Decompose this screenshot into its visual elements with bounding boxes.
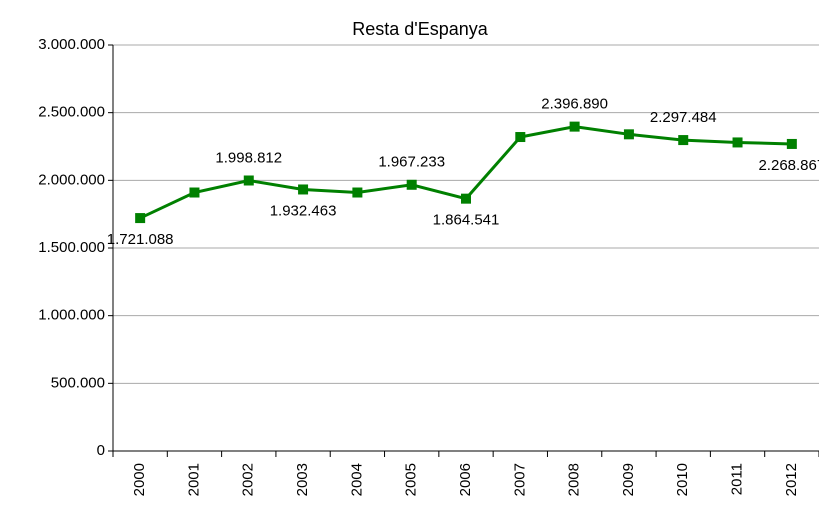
x-tick-label: 2011 (729, 463, 746, 495)
marker (352, 187, 363, 198)
y-tick-label: 1.500.000 (38, 239, 105, 256)
y-tick-label: 1.000.000 (38, 307, 105, 324)
data-label: 2.268.867 (758, 157, 819, 174)
data-label: 2.396.890 (541, 96, 608, 113)
marker (786, 138, 797, 149)
marker (678, 135, 689, 146)
x-tick-label: 2001 (185, 463, 202, 496)
y-tick-label: 500.000 (51, 374, 105, 391)
x-tick-label: 2000 (131, 463, 148, 496)
x-tick-label: 2012 (783, 463, 800, 496)
y-tick-label: 2.000.000 (38, 171, 105, 188)
data-label: 1.967.233 (378, 154, 445, 171)
data-label: 1.932.463 (270, 202, 337, 219)
x-tick-label: 2005 (403, 463, 420, 496)
marker (189, 187, 200, 198)
marker (406, 179, 417, 190)
marker (569, 121, 580, 132)
x-tick-label: 2009 (620, 463, 637, 496)
y-tick-label: 2.500.000 (38, 104, 105, 121)
x-tick-label: 2003 (294, 463, 311, 496)
chart-title: Resta d'Espanya (352, 19, 489, 39)
y-tick-label: 0 (97, 442, 105, 459)
x-tick-label: 2007 (511, 463, 528, 496)
marker (732, 137, 743, 148)
data-label: 2.297.484 (650, 109, 717, 126)
x-tick-label: 2004 (348, 463, 365, 496)
x-tick-label: 2010 (674, 463, 691, 496)
marker (515, 132, 526, 143)
marker (243, 175, 254, 186)
marker (461, 193, 471, 204)
x-tick-label: 2002 (240, 463, 257, 496)
data-label: 1.721.088 (107, 231, 174, 248)
marker (298, 184, 309, 195)
y-tick-label: 3.000.000 (38, 36, 105, 53)
data-label: 1.998.812 (215, 149, 282, 166)
marker (623, 129, 634, 140)
x-tick-label: 2008 (566, 463, 583, 496)
series-line (139, 125, 792, 220)
data-label: 1.864.541 (433, 212, 500, 229)
marker (135, 213, 146, 224)
x-tick-label: 2006 (457, 463, 474, 496)
